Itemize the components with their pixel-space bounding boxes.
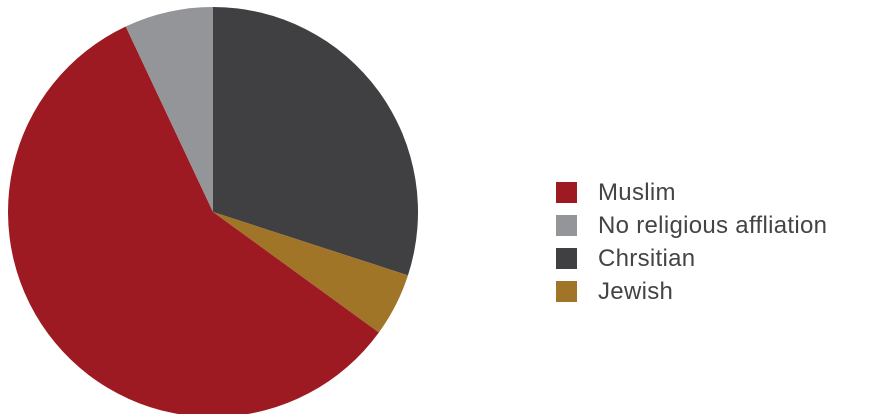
legend-item-christian: Chrsitian (556, 242, 866, 275)
legend-label-muslim: Muslim (598, 178, 676, 206)
legend-label-jewish: Jewish (598, 277, 674, 305)
legend-label-christian: Chrsitian (598, 244, 696, 272)
legend-item-muslim: Muslim (556, 176, 866, 209)
legend-item-no-religious-affiliation: No religious affliation (556, 209, 866, 242)
legend-label-no-religious-affiliation: No religious affliation (598, 211, 828, 239)
pie-slice-jewish (213, 212, 408, 333)
pie-slice-no-religious-affliation (125, 7, 213, 212)
legend-swatch-jewish (556, 281, 577, 302)
legend-swatch-christian (556, 248, 577, 269)
pie-chart (8, 7, 419, 414)
pie-slice-muslim (8, 26, 379, 414)
legend-swatch-no-religious-affiliation (556, 215, 577, 236)
pie-slice-chrsitian (213, 7, 419, 276)
legend-item-jewish: Jewish (556, 275, 866, 308)
chart-legend: Muslim No religious affliation Chrsitian… (556, 176, 866, 308)
legend-swatch-muslim (556, 182, 577, 203)
